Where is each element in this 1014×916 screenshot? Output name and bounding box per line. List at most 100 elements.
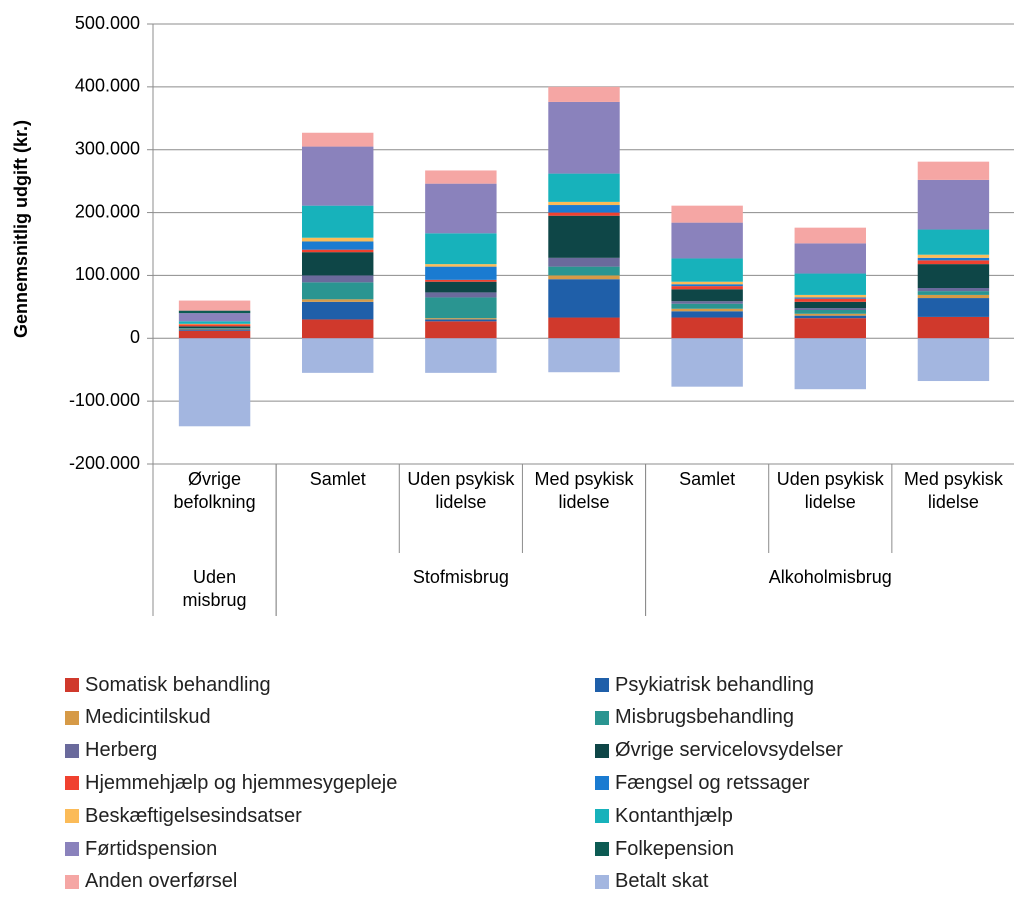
bar-segment xyxy=(671,303,743,309)
legend-item: Anden overførsel xyxy=(65,869,237,895)
legend-item: Fængsel og retssager xyxy=(595,770,810,796)
bar-segment xyxy=(302,205,374,238)
legend-swatch xyxy=(595,710,609,725)
bar-segment xyxy=(302,249,374,253)
bar-segment xyxy=(302,299,374,302)
y-tick-label: 200.000 xyxy=(75,201,140,221)
bar-segment xyxy=(178,321,251,324)
y-tick-label: 100.000 xyxy=(75,264,140,284)
legend-swatch xyxy=(65,776,79,791)
bar-segment xyxy=(548,215,620,258)
bar-segment xyxy=(671,286,743,290)
legend-swatch xyxy=(595,743,609,758)
legend-swatch xyxy=(595,809,609,824)
bar-segment xyxy=(917,264,990,288)
legend-label: Førtidspension xyxy=(85,837,218,860)
legend-item: Hjemmehjælp og hjemmesygepleje xyxy=(65,770,397,796)
bar-segment xyxy=(671,289,743,302)
legend-swatch xyxy=(595,842,609,856)
bar-segment xyxy=(302,132,374,147)
group-label: Uden misbrug xyxy=(182,567,247,610)
legend-label: Fængsel og retssager xyxy=(615,771,810,794)
bar-segment xyxy=(671,205,743,223)
bar-segment xyxy=(302,319,374,339)
legend-item: Kontanthjælp xyxy=(595,803,733,829)
bar-segment xyxy=(794,227,866,244)
bar-segment xyxy=(548,173,620,202)
bar-segment xyxy=(671,308,743,312)
legend-swatch xyxy=(595,874,609,889)
bar-segment xyxy=(425,318,497,320)
bar-segment xyxy=(794,310,866,314)
bar-segment xyxy=(917,179,990,230)
bar-segment xyxy=(302,146,374,206)
legend-label: Øvrige servicelovsydelser xyxy=(615,739,843,762)
bar-segment xyxy=(917,161,990,180)
bar-segment xyxy=(178,323,251,325)
bar-segment xyxy=(794,308,866,310)
bar-segment xyxy=(794,313,866,316)
legend-label: Kontanthjælp xyxy=(615,804,733,827)
bar-segment xyxy=(548,205,620,213)
legend-swatch xyxy=(595,776,609,791)
bar-segment xyxy=(917,298,990,317)
bar-segment xyxy=(178,326,251,329)
bar-segment xyxy=(302,301,374,320)
bar-segment xyxy=(425,338,497,373)
legend-label: Folkepension xyxy=(615,837,734,860)
bar-segment xyxy=(794,301,866,309)
y-tick-label: -200.000 xyxy=(69,453,140,473)
bar-segment xyxy=(794,318,866,339)
bar-segment xyxy=(425,281,497,293)
bar-segment xyxy=(178,328,251,329)
y-axis-title: Gennemsnitlig udgift (kr.) xyxy=(11,120,31,338)
legend-swatch xyxy=(65,809,79,824)
legend-item: Herberg xyxy=(65,738,157,764)
legend-item: Medicintilskud xyxy=(65,705,211,731)
bar-segment xyxy=(425,264,497,267)
legend-item: Førtidspension xyxy=(65,836,217,862)
bar-segment xyxy=(548,212,620,216)
bar-segment xyxy=(671,338,743,387)
x-tick-label: Øvrige befolkning xyxy=(173,469,256,512)
legend-label: Medicintilskud xyxy=(85,706,211,729)
x-tick-label: Uden psykisk lidelse xyxy=(407,469,515,512)
legend-label: Hjemmehjælp og hjemmesygepleje xyxy=(85,771,398,794)
x-tick-label: Uden psykisk lidelse xyxy=(776,469,884,512)
group-label: Alkoholmisbrug xyxy=(768,567,892,587)
bar-segment xyxy=(917,260,990,265)
bar-segment xyxy=(671,258,743,282)
bar-segment xyxy=(425,292,497,298)
legend-item: Somatisk behandling xyxy=(65,672,271,698)
bar-segment xyxy=(548,338,620,373)
bar-segment xyxy=(548,257,620,267)
bar-segment xyxy=(671,284,743,287)
legend-swatch xyxy=(65,743,79,758)
bar-segment xyxy=(671,317,743,339)
legend-label: Herberg xyxy=(85,739,158,762)
y-tick-label: 0 xyxy=(130,327,140,347)
bar-segment xyxy=(794,294,866,298)
bar-segment xyxy=(302,282,374,300)
legend-swatch xyxy=(65,710,79,725)
legend-item: Folkepension xyxy=(595,836,734,862)
y-tick-label: 500.000 xyxy=(75,13,140,33)
legend-label: Betalt skat xyxy=(615,870,709,893)
bar-segment xyxy=(548,279,620,318)
bar-segment xyxy=(178,313,251,322)
bar-segment xyxy=(917,257,990,261)
bar-segment xyxy=(794,298,866,302)
legend-label: Anden overførsel xyxy=(85,870,238,893)
legend-swatch xyxy=(595,678,609,692)
bar-segment xyxy=(178,330,251,339)
bar-segment xyxy=(425,297,497,319)
legend-item: Beskæftigelsesindsatser xyxy=(65,803,302,829)
x-tick-label: Samlet xyxy=(679,469,736,489)
bar-segment xyxy=(178,310,251,314)
bar-segment xyxy=(917,338,990,382)
bar-segment xyxy=(671,301,743,304)
bar-segment xyxy=(548,275,620,280)
bar-segment xyxy=(917,254,990,258)
legend-item: Øvrige servicelovsydelser xyxy=(595,738,843,764)
